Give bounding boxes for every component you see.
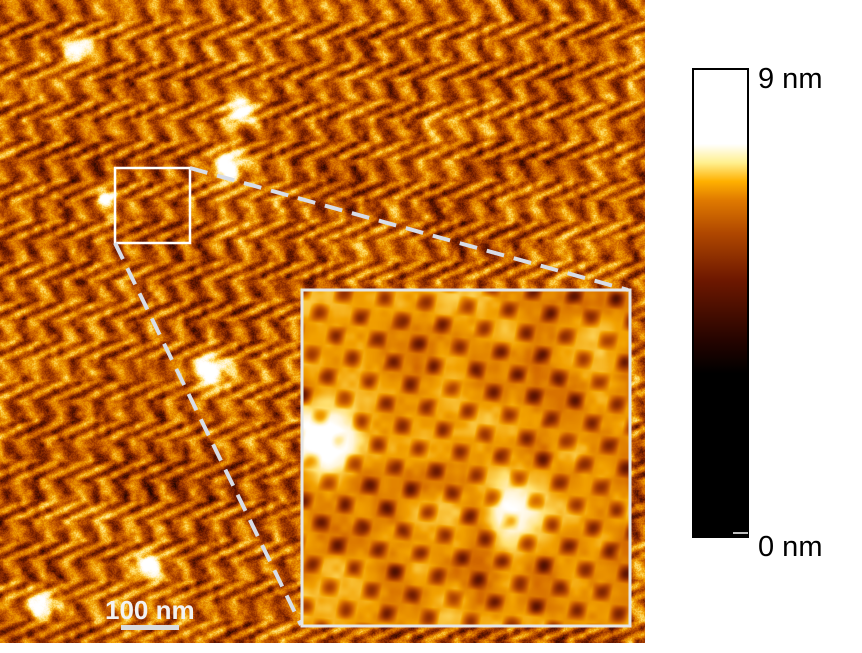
- afm-height-image: [0, 0, 645, 643]
- colorbar-max-label: 9 nm: [758, 63, 822, 95]
- colorbar: [692, 68, 749, 538]
- colorbar-min-label: 0 nm: [758, 531, 822, 563]
